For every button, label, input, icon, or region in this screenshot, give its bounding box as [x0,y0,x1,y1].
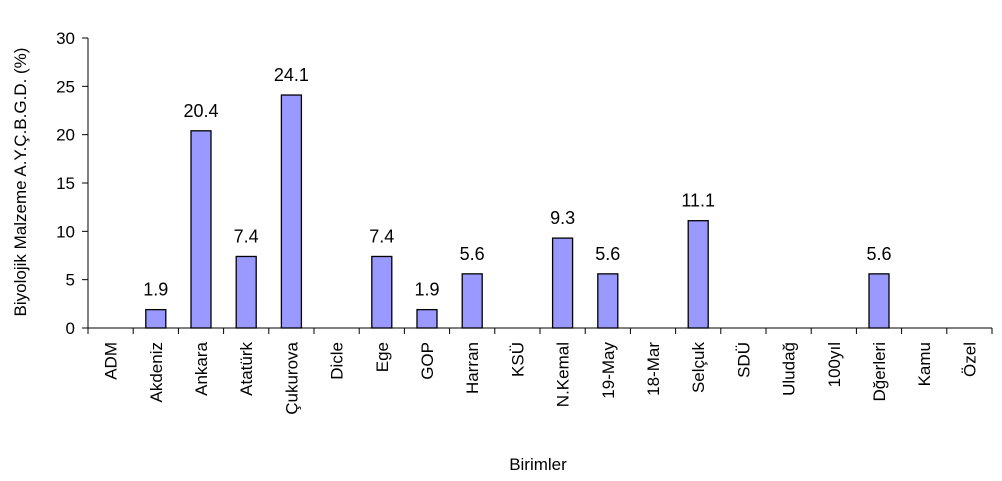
y-tick-label: 20 [56,126,75,145]
bar-6 [371,255,393,329]
data-label: 5.6 [595,244,620,264]
x-tick-label: Dğerleri [870,342,889,402]
x-tick-label: Ege [373,342,392,372]
bar-1 [145,308,167,329]
x-tick-label: 18-Mar [644,342,663,396]
x-tick-label: 19-May [599,342,618,399]
data-label: 7.4 [234,226,259,246]
bar-4 [280,94,303,329]
x-tick-label: Özel [960,342,979,377]
x-tick-label: N.Kemal [554,342,573,407]
x-tick-label: Uludağ [780,342,799,396]
data-label: 1.9 [143,280,168,300]
x-tick-label: Çukurova [282,341,301,414]
bar-13 [687,220,709,329]
x-tick-label: Dicle [328,342,347,380]
x-tick-label: ADM [102,342,121,380]
data-label: 5.6 [866,244,891,264]
x-tick-label: Akdeniz [147,342,166,402]
y-tick-label: 5 [66,271,75,290]
x-tick-label: 100yıl [825,342,844,387]
bar-11 [597,273,619,329]
data-label: 11.1 [681,191,715,211]
bar-7 [416,308,438,329]
x-tick-label: Ankara [192,341,211,395]
bar-17 [868,273,890,329]
x-tick-label: Harran [463,342,482,394]
data-label: 7.4 [369,226,394,246]
bar-2 [190,130,212,329]
x-tick-label: KSÜ [508,342,527,377]
x-tick-label: Kamu [915,342,934,386]
data-label: 9.3 [550,208,575,228]
x-tick-label: Atatürk [237,342,256,396]
x-tick-label: Selçuk [689,342,708,394]
data-label: 5.6 [460,244,485,264]
data-label: 20.4 [183,101,218,121]
y-axis-title: Biyolojik Malzeme A.Y.Ç.B.G.D. (%) [11,48,30,317]
y-tick-label: 30 [56,29,75,48]
data-label: 24.1 [274,65,309,85]
bar-8 [461,273,483,329]
bar-3 [235,255,257,329]
y-tick-label: 25 [56,77,75,96]
x-tick-label: GOP [418,342,437,380]
y-tick-label: 0 [66,319,75,338]
y-tick-label: 15 [56,174,75,193]
x-tick-label: SDÜ [734,342,753,378]
bar-10 [551,237,574,329]
data-label: 1.9 [414,280,439,300]
x-axis-title: Birimler [509,455,567,474]
y-tick-label: 10 [56,222,75,241]
